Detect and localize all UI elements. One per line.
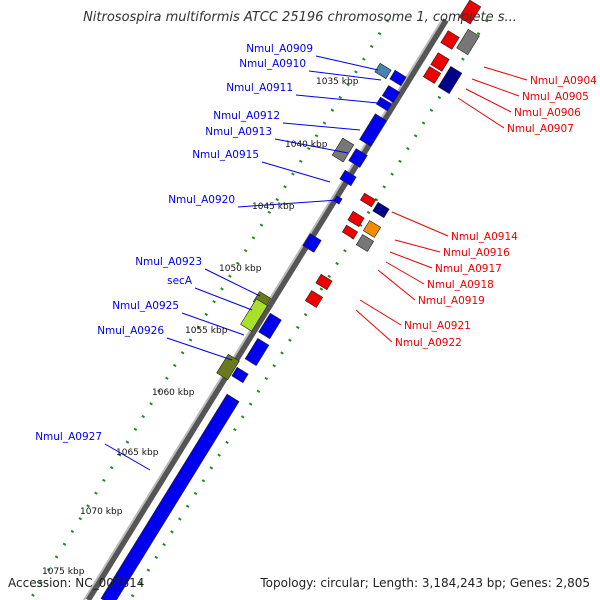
gene-label-right: Nmul_A0905 xyxy=(522,91,589,103)
gene-A0911a xyxy=(381,85,401,103)
gene-label-left: Nmul_A0920 xyxy=(168,194,235,206)
gene-A0922 xyxy=(304,290,324,308)
gene-A0910 xyxy=(374,62,392,80)
leader-line xyxy=(391,211,449,237)
leader-line xyxy=(194,287,253,311)
gene-label-right: Nmul_A0916 xyxy=(443,247,510,259)
gene-A0926b xyxy=(231,366,249,384)
gene-A0916 xyxy=(372,201,390,219)
leader-line xyxy=(181,312,245,336)
gene-A0915 xyxy=(339,169,357,187)
kbp-label: 1070 kbp xyxy=(80,507,123,517)
topology-summary: Topology: circular; Length: 3,184,243 bp… xyxy=(260,576,590,590)
gene-label-right: Nmul_A0918 xyxy=(427,279,494,291)
leader-line xyxy=(282,122,361,131)
gene-A0914 xyxy=(359,192,377,208)
leader-line xyxy=(471,78,520,97)
gene-A0912 xyxy=(359,113,387,147)
gene-A0906 xyxy=(422,66,442,84)
kbp-label: 1065 kbp xyxy=(116,448,159,458)
kbp-label: 1075 kbp xyxy=(42,567,85,577)
gene-label-left: Nmul_A0909 xyxy=(246,43,313,55)
gene-A0907 xyxy=(437,65,463,95)
gene-label-right: Nmul_A0904 xyxy=(530,75,597,87)
gene-A0925 xyxy=(244,337,270,367)
leader-line xyxy=(385,261,425,285)
leader-line xyxy=(295,94,379,104)
kbp-label: 1050 kbp xyxy=(219,264,262,274)
gene-A0913 xyxy=(331,137,355,163)
gene-A0904 xyxy=(440,30,460,50)
gene-label-right: Nmul_A0906 xyxy=(514,107,581,119)
gene-label-right: Nmul_A0914 xyxy=(451,231,518,243)
leader-line xyxy=(377,269,416,301)
leader-line xyxy=(483,66,528,81)
genes xyxy=(100,0,482,600)
gene-A0919 xyxy=(355,234,375,252)
gene-label-right: Nmul_A0922 xyxy=(395,337,462,349)
gene-labels: Nmul_A0909 Nmul_A0910 Nmul_A0911 Nmul_A0912… xyxy=(35,43,597,443)
gene-A0905 xyxy=(430,52,450,72)
gene-label-left: Nmul_A0915 xyxy=(192,149,259,161)
leader-line xyxy=(104,443,151,471)
gene-A0926 xyxy=(216,353,240,381)
kbp-label: 1040 kbp xyxy=(285,140,328,150)
gene-label-left: Nmul_A0926 xyxy=(97,325,164,337)
leader-line xyxy=(394,239,441,253)
leader-line xyxy=(237,199,339,208)
label-leaders xyxy=(104,55,528,471)
gene-A0923b xyxy=(258,312,282,340)
gene-A0917 xyxy=(362,220,382,238)
gene-A0907b xyxy=(456,28,480,56)
leader-line xyxy=(465,88,512,113)
kbp-label: 1055 kbp xyxy=(185,326,228,336)
gene-A0913b xyxy=(348,148,368,168)
gene-A0917b xyxy=(347,210,365,228)
gene-A0909 xyxy=(389,69,407,87)
gene-label-right: Nmul_A0917 xyxy=(435,263,502,275)
gene-A0921 xyxy=(315,273,333,291)
gene-A0904a xyxy=(458,0,482,25)
gene-label-left: Nmul_A0913 xyxy=(205,126,272,138)
leader-line xyxy=(261,161,331,183)
leader-line xyxy=(389,251,433,269)
gene-label-left: Nmul_A0911 xyxy=(226,82,293,94)
accession-text: Accession: NC_007614 xyxy=(8,576,145,590)
leader-line xyxy=(457,97,505,129)
gene-label-left: Nmul_A0910 xyxy=(239,58,306,70)
gene-secA xyxy=(240,298,268,332)
gene-label-left: Nmul_A0912 xyxy=(213,110,280,122)
gene-label-left: Nmul_A0927 xyxy=(35,431,102,443)
gene-label-left: secA xyxy=(167,275,193,287)
gene-A0927 xyxy=(100,393,240,600)
leader-line xyxy=(359,299,402,326)
kbp-label: 1045 kbp xyxy=(252,202,295,212)
gene-label-left: Nmul_A0925 xyxy=(112,300,179,312)
gene-label-right: Nmul_A0907 xyxy=(507,123,574,135)
leader-line xyxy=(166,337,233,361)
gene-A0920 xyxy=(302,233,322,253)
kbp-label: 1060 kbp xyxy=(152,388,195,398)
leader-line xyxy=(315,55,379,71)
tick-track-right xyxy=(128,19,489,600)
leader-line xyxy=(355,309,393,343)
gene-A0911b xyxy=(375,96,393,112)
kbp-labels: 1035 kbp 1040 kbp 1045 kbp 1050 kbp 1055 kbp… xyxy=(42,77,359,577)
leader-line xyxy=(308,70,382,81)
gene-label-left: Nmul_A0923 xyxy=(135,256,202,268)
leader-line xyxy=(204,268,261,297)
kbp-label: 1035 kbp xyxy=(316,77,359,87)
leader-line xyxy=(274,138,349,154)
map-title: Nitrosospira multiformis ATCC 25196 chro… xyxy=(83,10,517,25)
gene-label-right: Nmul_A0919 xyxy=(418,295,485,307)
gene-label-right: Nmul_A0921 xyxy=(404,320,471,332)
gene-A0918a xyxy=(341,224,359,240)
